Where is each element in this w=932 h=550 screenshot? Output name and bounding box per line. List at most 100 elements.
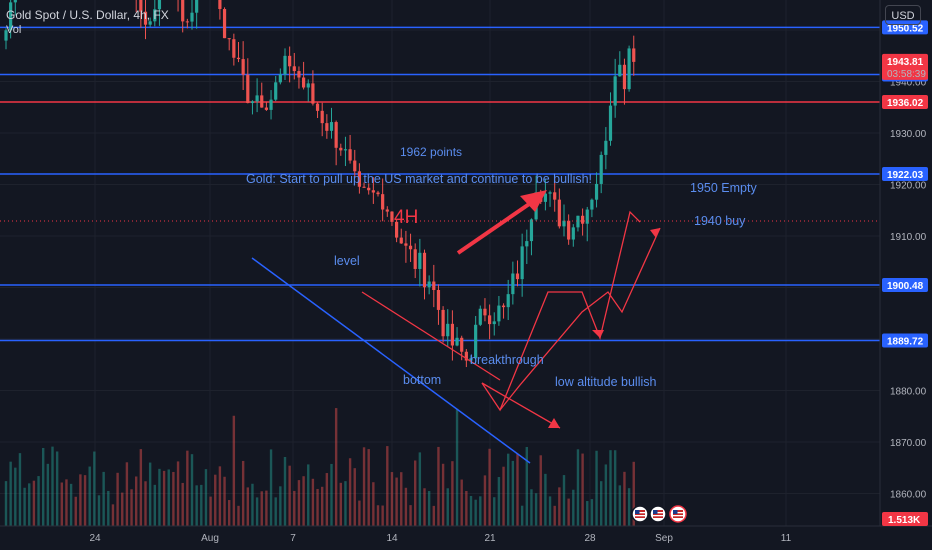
volume-bar: [302, 476, 305, 526]
volume-bar: [446, 488, 449, 526]
volume-bar: [465, 490, 468, 526]
volume-bar: [604, 464, 608, 526]
volume-bar: [46, 463, 50, 526]
volume-bar: [586, 501, 589, 526]
price-axis[interactable]: [880, 0, 932, 550]
candle-body: [181, 0, 185, 22]
annotation-1950-empty: 1950 Empty: [690, 181, 757, 195]
candle-body: [567, 220, 571, 240]
volume-bar: [544, 473, 547, 526]
volume-bar: [83, 475, 87, 526]
currency-button[interactable]: USD: [885, 5, 921, 25]
volume-bar: [241, 460, 245, 526]
candle-body: [343, 149, 348, 151]
volume-bar: [511, 460, 515, 526]
countdown-tag: 03:58:39: [887, 69, 926, 80]
candle-body: [585, 209, 589, 224]
volume-bar: [455, 408, 459, 526]
volume-bar: [362, 447, 366, 526]
volume-bar: [423, 488, 426, 526]
volume-bar: [400, 472, 403, 526]
horizontal-levels: [0, 26, 880, 342]
candle-body: [4, 30, 8, 41]
zigzag-projection-2[interactable]: [499, 227, 661, 411]
candle-body: [608, 105, 613, 141]
level-tag-1950.52: 1950.52: [887, 23, 924, 34]
level-tag-1889.72: 1889.72: [887, 336, 924, 347]
symbol-title: Gold Spot / U.S. Dollar, 4h, FX: [6, 8, 169, 22]
trendline-lower-blue[interactable]: [251, 257, 531, 464]
candle-body: [367, 187, 371, 191]
volume-bar: [525, 446, 528, 526]
volume-bar: [358, 500, 361, 526]
big-arrow-line[interactable]: [456, 198, 537, 255]
volume-bar: [37, 476, 40, 526]
volume-bar: [325, 473, 329, 526]
candle-body: [543, 193, 547, 202]
candle-body: [404, 243, 408, 246]
x-tick-label: Sep: [655, 533, 673, 544]
volume-bar: [353, 468, 356, 526]
candle-body: [488, 315, 492, 325]
volume-bar: [460, 479, 463, 526]
volume-bar: [474, 499, 477, 526]
candle-body: [395, 221, 399, 238]
us-event-flag-icon[interactable]: [631, 505, 649, 523]
volume-bar: [32, 480, 36, 526]
volume-bar: [288, 465, 291, 526]
candle-body: [427, 281, 431, 288]
level-tag-1922.03: 1922.03: [887, 170, 924, 181]
candle-body: [390, 211, 394, 222]
x-tick-label: 21: [484, 533, 496, 544]
annotations: 1962 points Gold: Start to pull up the U…: [246, 145, 757, 389]
candle-body: [339, 147, 343, 151]
volume-bar: [223, 476, 226, 526]
candle-body: [622, 64, 627, 90]
volume-bar: [42, 447, 45, 526]
candle-body: [553, 192, 557, 200]
candle-body: [441, 309, 445, 337]
volume-bar: [534, 493, 538, 526]
candle-body: [264, 107, 268, 110]
breakout-arrow-line[interactable]: [481, 382, 561, 429]
candle-body: [529, 219, 534, 242]
y-tick-label: 1920.00: [890, 181, 927, 192]
volume-bar: [125, 462, 129, 526]
volume-bar: [14, 467, 17, 526]
volume-bar: [627, 488, 631, 526]
y-tick-label: 1860.00: [890, 490, 927, 501]
volume-bar: [334, 408, 338, 526]
trendline-upper-red[interactable]: [361, 291, 501, 381]
candle-body: [525, 241, 529, 247]
annotation-1940-buy: 1940 buy: [694, 214, 746, 228]
volume-bar: [390, 472, 394, 526]
us-event-flag-icon[interactable]: [669, 505, 687, 523]
volume-bar: [60, 482, 63, 526]
candle-body: [501, 305, 506, 308]
candle-body: [436, 289, 441, 310]
x-tick-label: 7: [290, 533, 296, 544]
volume-bar: [520, 505, 524, 526]
candle-body: [143, 11, 148, 25]
volume-bar: [246, 487, 249, 526]
big-arrow-head: [520, 190, 547, 212]
volume-bar: [297, 480, 301, 526]
volume-bar: [581, 453, 584, 526]
candle-body: [604, 140, 608, 155]
annotation-level: level: [334, 254, 360, 268]
volume-bar: [395, 477, 398, 526]
candle-body: [571, 227, 575, 240]
volume-bar: [502, 466, 505, 526]
candle-body: [311, 83, 315, 104]
volume-bar: [530, 489, 533, 526]
volume-bar: [121, 492, 124, 526]
volume-bar: [153, 484, 156, 526]
candle-body: [422, 252, 427, 288]
us-event-flag-icon[interactable]: [649, 505, 667, 523]
candle-body: [302, 77, 306, 88]
volume-bar: [330, 463, 333, 526]
volume-bar: [558, 487, 561, 526]
candle-body: [474, 324, 478, 359]
